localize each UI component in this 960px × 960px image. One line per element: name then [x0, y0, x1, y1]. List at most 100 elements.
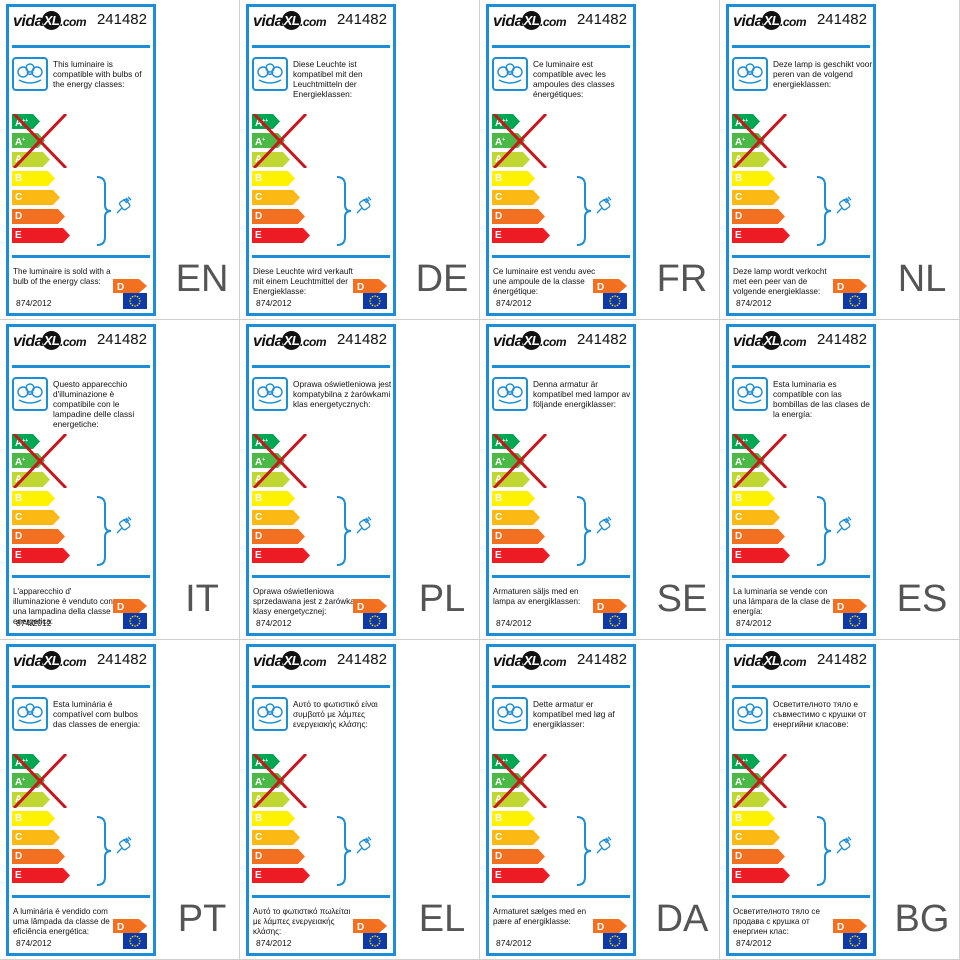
footer-divider [732, 895, 870, 898]
header-divider [492, 685, 630, 688]
energy-class-arrow: A [252, 792, 290, 807]
energy-label: vidaXL.com 241482 Questo apparecchio d'i… [6, 324, 156, 636]
eu-flag-icon [603, 613, 627, 629]
energy-class-arrow: D [732, 209, 785, 224]
bulb-icon [732, 697, 768, 731]
brace-icon [816, 816, 832, 886]
compatibility-text: Esta luminaria es compatible con las bom… [773, 379, 870, 419]
cross-out-icon [12, 434, 68, 488]
energy-class-arrow: E [252, 548, 310, 563]
sold-class-badge: D [353, 599, 387, 613]
lamp-icon [836, 516, 852, 534]
energy-class-arrow: A [12, 792, 50, 807]
energy-class-arrow: E [492, 868, 550, 883]
svg-text:D: D [837, 282, 844, 293]
compatibility-text: Questo apparecchio d'illuminazione è com… [53, 379, 135, 429]
brace-icon [816, 176, 832, 246]
brace-icon [576, 176, 592, 246]
sold-with-text: La luminaria se vende con una lámpara de… [733, 587, 831, 616]
eu-flag-icon [123, 613, 147, 629]
energy-label: vidaXL.com 241482 Diese Leuchte ist komp… [246, 4, 396, 316]
sold-with-text: Armaturen säljs med en lampa av energikl… [493, 587, 581, 606]
svg-text:D: D [837, 602, 844, 613]
lamp-icon [356, 836, 372, 854]
language-code: DE [415, 258, 469, 300]
eu-flag-icon [123, 933, 147, 949]
bulb-icon [252, 697, 288, 731]
energy-class-arrow: C [252, 510, 300, 525]
energy-class-arrow: D [252, 209, 305, 224]
lamp-icon [596, 836, 612, 854]
cross-out-icon [252, 114, 308, 168]
energy-class-arrow: B [12, 811, 55, 826]
language-code: FR [656, 258, 708, 300]
product-code: 241482 [816, 11, 867, 28]
energy-class-arrow: B [252, 811, 295, 826]
language-code: PL [418, 578, 466, 620]
lamp-icon [356, 516, 372, 534]
header-divider [252, 45, 390, 48]
energy-class-arrow: C [732, 830, 780, 845]
regulation-number: 874/2012 [736, 298, 772, 308]
product-code: 241482 [576, 651, 627, 668]
label-cell-es: vidaXL.com 241482 Esta luminaria es comp… [720, 320, 960, 640]
svg-text:D: D [117, 282, 124, 293]
sold-class-badge: D [113, 599, 147, 613]
energy-class-arrow: B [732, 171, 775, 186]
brand-logo: vidaXL.com [253, 331, 327, 350]
brand-logo: vidaXL.com [493, 651, 567, 670]
energy-class-arrow: B [492, 811, 535, 826]
product-code: 241482 [816, 651, 867, 668]
energy-class-arrow: A [732, 792, 770, 807]
brace-icon [96, 496, 112, 566]
sold-with-text: A luminária é vendido com uma lâmpada da… [13, 907, 110, 936]
language-code: SE [656, 578, 708, 620]
sold-class-badge: D [593, 919, 627, 933]
eu-flag-icon [603, 293, 627, 309]
cross-out-icon [12, 114, 68, 168]
brand-logo: vidaXL.com [253, 11, 327, 30]
brand-logo: vidaXL.com [13, 651, 87, 670]
compatibility-text: Αυτό το φωτιστικό είναι συμβατό με λάμπε… [293, 699, 378, 729]
footer-divider [252, 255, 390, 258]
energy-label: vidaXL.com 241482 Esta luminária é compa… [6, 644, 156, 956]
compatibility-text: Dette armatur er kompatibel med løg af e… [533, 699, 615, 729]
cross-out-icon [732, 434, 788, 488]
header-divider [492, 45, 630, 48]
sold-class-badge: D [353, 919, 387, 933]
energy-label: vidaXL.com 241482 Dette armatur er kompa… [486, 644, 636, 956]
label-cell-de: vidaXL.com 241482 Diese Leuchte ist komp… [240, 0, 480, 320]
compatibility-text: Esta luminária é compatível com bulbos d… [53, 699, 141, 729]
lamp-icon [836, 196, 852, 214]
header-divider [732, 365, 870, 368]
cross-out-icon [12, 754, 68, 808]
language-code: NL [897, 258, 947, 300]
label-cell-pl: vidaXL.com 241482 Oprawa oświetleniowa j… [240, 320, 480, 640]
energy-class-arrow: D [12, 209, 65, 224]
compatibility-text: This luminaire is compatible with bulbs … [53, 59, 142, 89]
energy-class-scale: A++ A+ A B C D E [252, 114, 322, 246]
energy-class-arrow: B [492, 171, 535, 186]
product-code: 241482 [336, 331, 387, 348]
energy-class-arrow: D [252, 849, 305, 864]
header-divider [252, 685, 390, 688]
footer-divider [492, 895, 630, 898]
energy-class-arrow: E [12, 868, 70, 883]
energy-class-arrow: E [492, 228, 550, 243]
energy-class-arrow: C [732, 190, 780, 205]
lamp-icon [116, 836, 132, 854]
svg-text:D: D [597, 282, 604, 293]
lamp-icon [596, 516, 612, 534]
language-code: IT [185, 578, 219, 620]
footer-divider [252, 895, 390, 898]
sold-with-text: L'apparecchio d' illuminazione è venduto… [13, 587, 113, 626]
footer-divider [492, 575, 630, 578]
svg-text:D: D [837, 922, 844, 933]
energy-class-arrow: B [12, 171, 55, 186]
brace-icon [336, 816, 352, 886]
sold-class-badge: D [353, 279, 387, 293]
bulb-icon [732, 377, 768, 411]
brand-logo: vidaXL.com [733, 11, 807, 30]
label-cell-se: vidaXL.com 241482 Denna armatur är kompa… [480, 320, 720, 640]
